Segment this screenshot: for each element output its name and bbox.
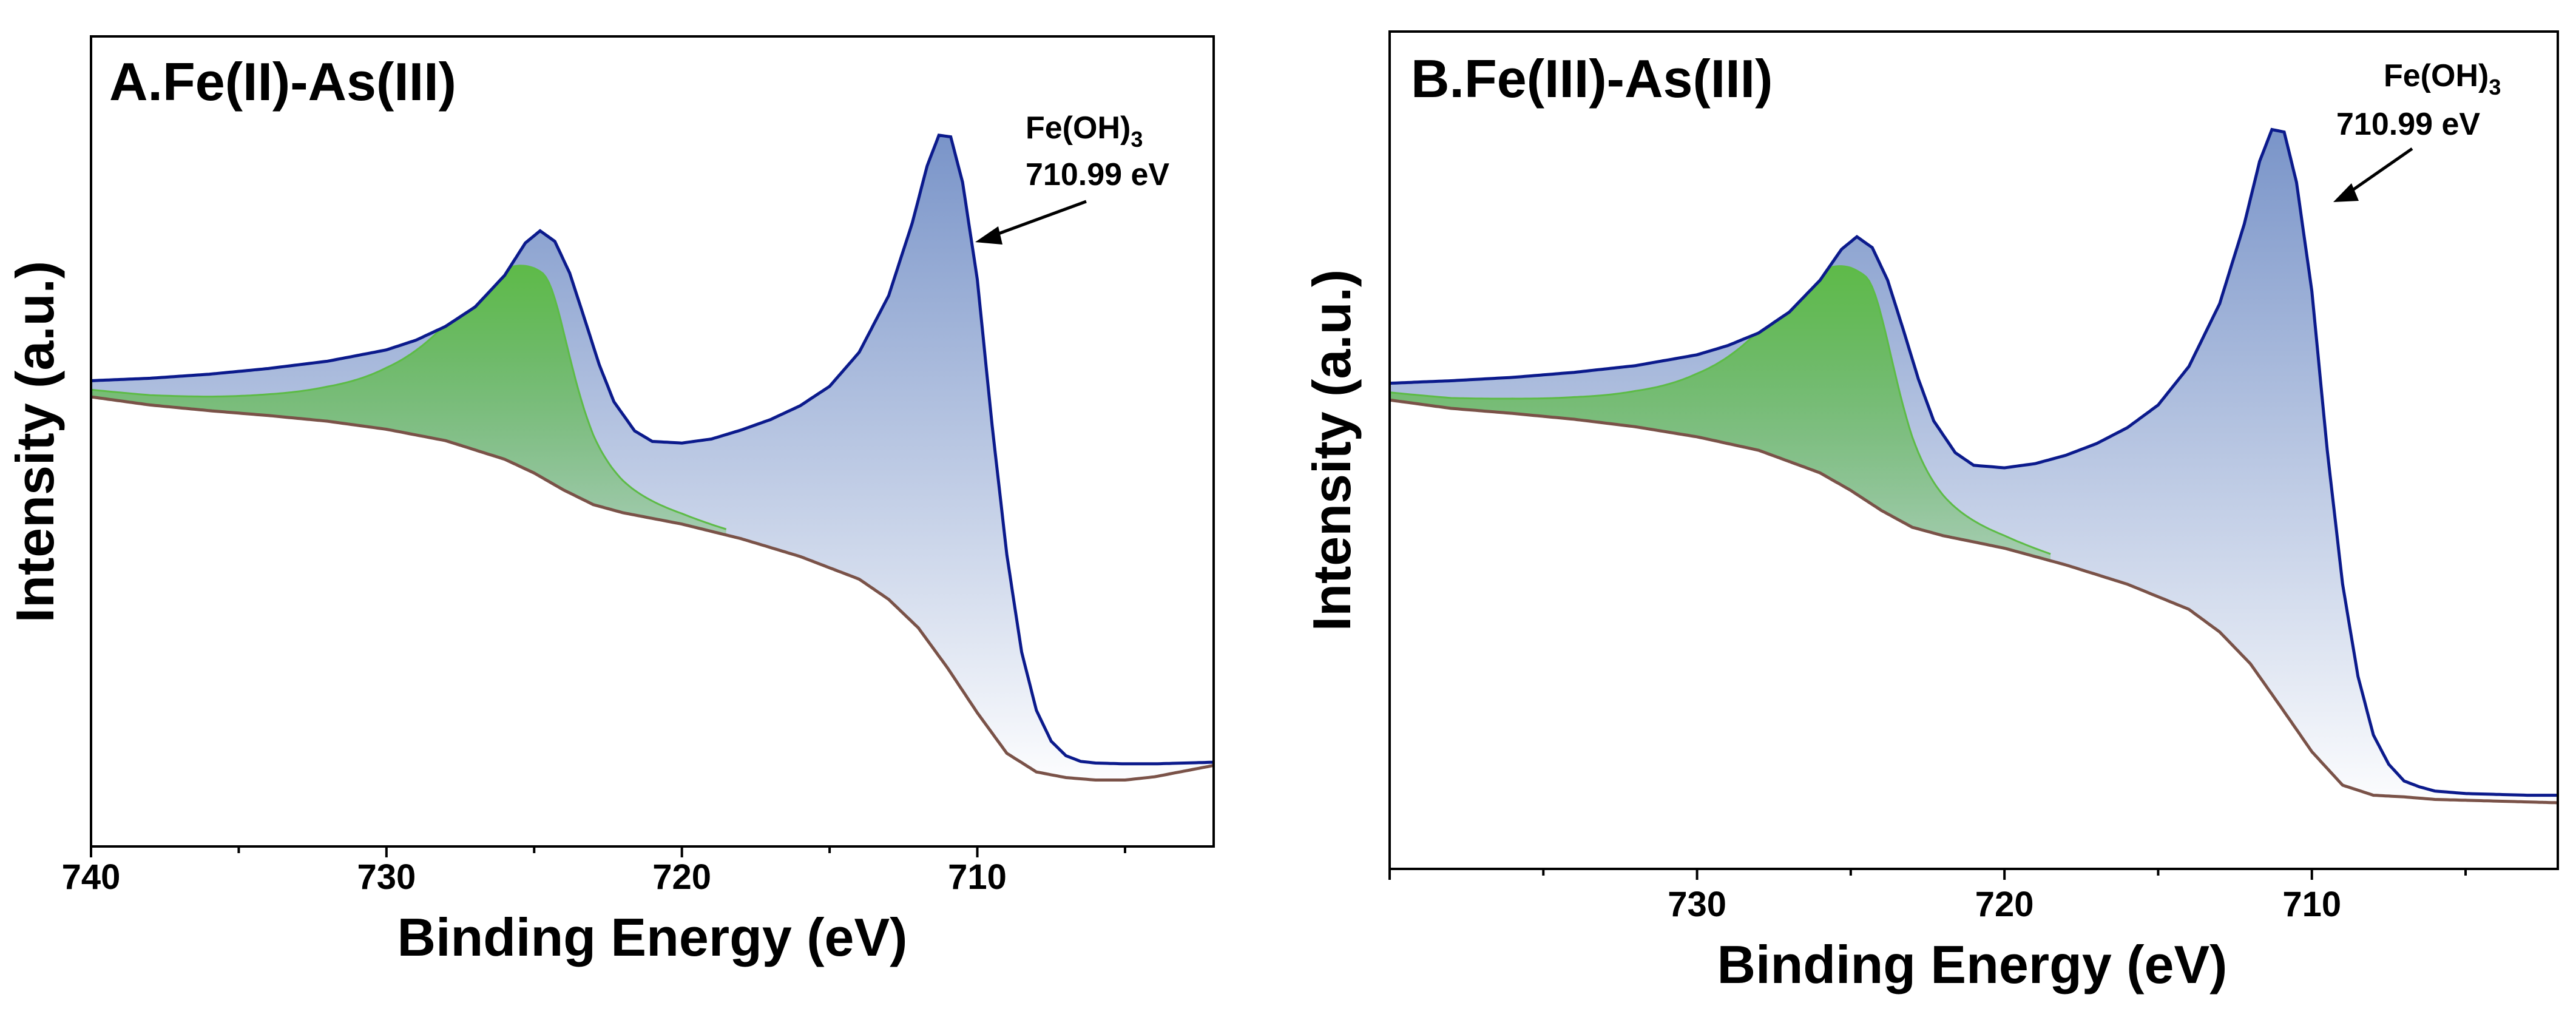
x-tick-label: 740 (62, 857, 121, 897)
x-tick-label: 710 (948, 857, 1007, 897)
panel-a: 740 730 720 710 A.Fe(II)-As(III) Binding En… (5, 35, 1215, 967)
annotation-species: Fe(OH)3 (2384, 58, 2501, 100)
x-tick-label: 730 (1668, 885, 1726, 924)
x-tick-label: 720 (652, 857, 711, 897)
plot-frame (1388, 30, 2559, 870)
annotation-arrow-line (2347, 147, 2413, 195)
green-component-fill (1390, 266, 2051, 561)
fe-oh3-annotation: Fe(OH)3 710.99 eV (2333, 58, 2501, 202)
annotation-species-subscript: 3 (2489, 75, 2501, 100)
annotation-arrow-line (990, 200, 1087, 238)
green-component-edge (91, 265, 727, 530)
annotation-species-base: Fe(OH) (2384, 58, 2489, 93)
annotation-species-base: Fe(OH) (1026, 110, 1131, 146)
y-axis-label: Intensity (a.u.) (1302, 269, 1362, 632)
plot-frame (90, 35, 1215, 848)
blue-component-fill (91, 135, 1214, 780)
x-axis-label: Binding Energy (eV) (1717, 934, 2228, 995)
background-line (1390, 398, 2558, 805)
envelope-line (1390, 127, 2558, 797)
fe-oh3-annotation: Fe(OH)3 710.99 eV (975, 110, 1169, 245)
x-axis-ticks: 740 730 720 710 (62, 846, 1126, 897)
annotation-arrow-head (2333, 183, 2359, 202)
x-tick-label: 730 (357, 857, 416, 897)
annotation-species: Fe(OH)3 (1026, 110, 1143, 152)
green-component-edge (1390, 265, 2051, 555)
x-axis-label: Binding Energy (eV) (397, 907, 908, 967)
panel-b: 730 720 710 B.Fe(III)-As(III) Binding Ener… (1302, 30, 2559, 995)
annotation-energy: 710.99 eV (2336, 107, 2480, 142)
x-tick-label: 720 (1975, 885, 2034, 924)
y-axis-label: Intensity (a.u.) (5, 261, 65, 623)
x-axis-ticks: 730 720 710 (1388, 869, 2467, 924)
green-component-fill (91, 265, 726, 535)
panel-label: B.Fe(III)-As(III) (1411, 49, 1773, 109)
annotation-energy: 710.99 eV (1026, 157, 1169, 192)
background-line (91, 395, 1214, 782)
annotation-arrow-head (975, 226, 1002, 245)
annotation-species-subscript: 3 (1131, 127, 1143, 152)
panel-label: A.Fe(II)-As(III) (109, 52, 456, 112)
envelope-line (91, 133, 1214, 766)
x-tick-label: 710 (2282, 885, 2341, 924)
